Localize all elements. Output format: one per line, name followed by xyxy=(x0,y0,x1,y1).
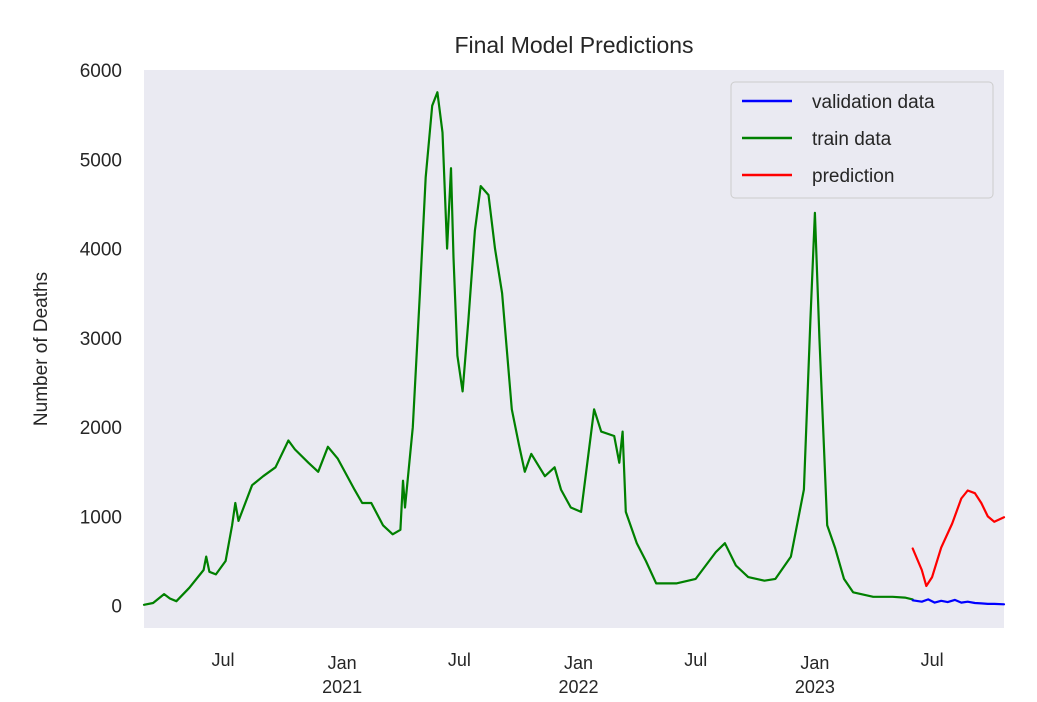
series-layer xyxy=(142,91,1006,606)
y-tick-label: 4000 xyxy=(80,240,122,261)
legend: validation data train data prediction xyxy=(730,81,994,199)
series-line-train-data xyxy=(142,91,914,606)
x-tick-year-label: 2021 xyxy=(322,677,362,697)
x-tick-label: Jul xyxy=(921,650,944,670)
y-axis-label: Number of Deaths xyxy=(31,272,52,426)
legend-box xyxy=(730,81,994,199)
legend-label-validation-data: validation data xyxy=(812,92,935,113)
x-tick-year-label: 2023 xyxy=(795,677,835,697)
x-tick-year-label: 2022 xyxy=(559,677,599,697)
chart-title: Final Model Predictions xyxy=(454,32,693,58)
y-tick-label: 6000 xyxy=(80,61,122,82)
y-tick-label: 5000 xyxy=(80,150,122,171)
x-tick-label: Jul xyxy=(211,650,234,670)
x-tick-label: Jul xyxy=(684,650,707,670)
y-tick-label: 2000 xyxy=(80,418,122,439)
x-axis-ticks: Jul Jan 2021 Jul Jan 2022 Jul Jan 2023 Jul xyxy=(211,650,943,697)
y-tick-label: 3000 xyxy=(80,329,122,350)
x-tick-label: Jan xyxy=(328,653,357,673)
legend-label-prediction: prediction xyxy=(812,166,894,187)
series-line-prediction xyxy=(911,489,1006,588)
x-tick-label: Jan xyxy=(800,653,829,673)
y-tick-label: 0 xyxy=(111,597,122,618)
x-tick-label: Jan xyxy=(564,653,593,673)
x-tick-label: Jul xyxy=(448,650,471,670)
series-line-validation-data xyxy=(911,598,1006,606)
y-axis-ticks: 0 1000 2000 3000 4000 5000 6000 xyxy=(80,61,122,618)
legend-label-train-data: train data xyxy=(812,129,892,150)
y-tick-label: 1000 xyxy=(80,507,122,528)
